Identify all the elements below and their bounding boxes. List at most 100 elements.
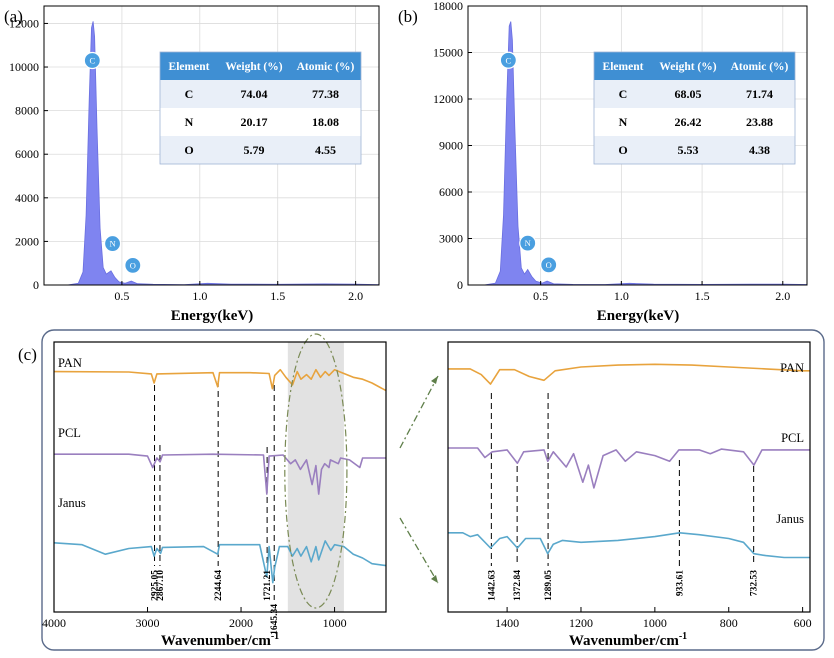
panel-c-full-series-labels: PAN PCL Janus bbox=[58, 356, 86, 510]
panel-c-zoom-frame bbox=[447, 341, 811, 613]
c1-series-janus-label: Janus bbox=[58, 496, 86, 510]
c2-peak-label: 732.53 bbox=[750, 570, 760, 596]
a-table-header-cell: Element bbox=[169, 61, 210, 73]
c2-series-pcl-line bbox=[448, 447, 810, 489]
c1-peak-label: 2925.05 bbox=[151, 570, 161, 601]
a-table-row-bg bbox=[160, 108, 361, 136]
panel-c-full-peak-lines bbox=[154, 381, 275, 600]
b-y-tick-label: 15000 bbox=[433, 46, 463, 60]
c2-peak-label: 1289.05 bbox=[544, 570, 554, 601]
c1-peak-label: 2867.10 bbox=[156, 570, 166, 601]
c1-x-tick-label: 1000 bbox=[323, 616, 347, 630]
panel-a-y-ticks: 0 2000 4000 6000 8000 10000 12000 bbox=[9, 16, 48, 292]
a-marker-c-text: C bbox=[89, 55, 95, 65]
b-marker-o-circle bbox=[540, 256, 558, 274]
c2-x-tick-label: 1400 bbox=[495, 616, 519, 630]
b-table-cell: 4.38 bbox=[749, 143, 770, 157]
zoom-arrow-upper-head bbox=[431, 376, 438, 384]
a-x-tick-label: 2.0 bbox=[348, 289, 363, 303]
panel-a-label: (a) bbox=[4, 7, 23, 26]
c2-x-tick-label: 1200 bbox=[569, 616, 593, 630]
zoom-arrow-upper bbox=[399, 375, 439, 449]
panel-c-zoom-ellipse bbox=[284, 333, 348, 609]
b-x-tick-label: 0.5 bbox=[533, 289, 548, 303]
panel-c-full-frame bbox=[53, 341, 387, 613]
b-y-tick-label: 3000 bbox=[439, 232, 463, 246]
c1-series-pan-line bbox=[53, 368, 387, 392]
b-table-cell: 68.05 bbox=[675, 87, 702, 101]
b-marker-n-text: N bbox=[525, 238, 531, 248]
c1-peak-label: 2244.64 bbox=[214, 570, 224, 601]
panel-a: (a) 0 2000 4000 6000 8000 10000 12000 0.5 1.0 1.… bbox=[4, 5, 380, 324]
a-y-tick-label: 0 bbox=[33, 278, 39, 292]
b-y-tick-label: 18000 bbox=[433, 0, 463, 13]
a-x-tick-label: 1.5 bbox=[270, 289, 285, 303]
a-marker-c-circle bbox=[83, 51, 101, 70]
c1-series-janus-line bbox=[53, 540, 387, 584]
a-y-tick-label: 2000 bbox=[15, 234, 39, 248]
panel-b-spectrum-area bbox=[484, 21, 808, 286]
a-x-tick-label: 0.5 bbox=[114, 289, 129, 303]
b-table-row-bg bbox=[594, 136, 795, 164]
b-y-tick-label: 0 bbox=[457, 278, 463, 292]
panel-c-zoom-peak-annotations: 1442.63 1372.84 1289.05 933.61 732.53 bbox=[487, 570, 759, 601]
a-table-row-bg bbox=[160, 80, 361, 108]
a-marker-n-text: N bbox=[109, 239, 115, 249]
a-table-row-bg bbox=[160, 136, 361, 164]
c1-x-tick-label: 4000 bbox=[42, 616, 66, 630]
b-table-border bbox=[593, 51, 796, 165]
a-table-cell: 18.08 bbox=[312, 115, 339, 129]
c2-series-pan-label: PAN bbox=[780, 361, 804, 375]
b-table-cell: O bbox=[618, 143, 627, 157]
c1-series-pcl-label: PCL bbox=[58, 426, 81, 440]
a-marker-o-text: O bbox=[130, 260, 136, 270]
panel-a-x-ticks: 0.5 1.0 1.5 2.0 bbox=[114, 281, 363, 303]
panel-c-zoom-series-labels: PAN PCL Janus bbox=[776, 361, 804, 526]
a-table-cell: 20.17 bbox=[241, 115, 268, 129]
panel-c-zoom-arrows bbox=[399, 375, 439, 584]
panel-c-full-x-title-main: Wavenumber/cm bbox=[161, 633, 271, 649]
a-table-cell: N bbox=[185, 115, 194, 129]
panel-c-full-x-axis-title: Wavenumber/cm-1 bbox=[161, 631, 279, 649]
a-table-cell: C bbox=[185, 87, 194, 101]
c1-series-pan-label: PAN bbox=[58, 356, 82, 370]
b-table-cell: 71.74 bbox=[746, 87, 773, 101]
c2-x-tick-label: 1000 bbox=[643, 616, 667, 630]
b-table-cell: N bbox=[619, 115, 628, 129]
b-table-header-cell: Atomic (%) bbox=[731, 61, 789, 73]
c2-series-janus-label: Janus bbox=[776, 512, 804, 526]
a-y-tick-label: 12000 bbox=[9, 16, 39, 30]
b-x-tick-label: 1.0 bbox=[614, 289, 629, 303]
b-y-tick-label: 6000 bbox=[439, 185, 463, 199]
panel-c-full-x-ticks: 4000 3000 2000 1000 bbox=[42, 607, 347, 630]
a-table-header-cell: Weight (%) bbox=[225, 61, 282, 73]
panel-c-full-series bbox=[53, 368, 387, 584]
b-y-tick-label: 12000 bbox=[433, 92, 463, 106]
a-y-tick-label: 8000 bbox=[15, 104, 39, 118]
b-marker-c-text: C bbox=[506, 55, 512, 65]
b-table-cell: C bbox=[619, 87, 628, 101]
panel-a-element-markers: C N O bbox=[83, 51, 142, 274]
a-table-border bbox=[159, 51, 362, 165]
a-x-tick-label: 1.0 bbox=[192, 289, 207, 303]
a-y-tick-label: 4000 bbox=[15, 191, 39, 205]
panel-a-composition-table: Element Weight (%) Atomic (%) C 74.04 77.38 N 2… bbox=[159, 51, 362, 165]
panel-a-spectrum-area bbox=[67, 21, 380, 286]
c2-peak-label: 933.61 bbox=[675, 570, 685, 596]
panel-c-zoom-x-axis-title: Wavenumber/cm-1 bbox=[569, 631, 687, 649]
b-marker-n-circle bbox=[519, 234, 537, 252]
c2-series-janus-line bbox=[448, 532, 810, 559]
c2-x-tick-label: 800 bbox=[720, 616, 738, 630]
panel-b-y-ticks: 0 3000 6000 9000 12000 15000 18000 bbox=[433, 0, 472, 292]
panel-c-full-spectrum: 4000 3000 2000 1000 PAN PCL Janus 2925.052867… bbox=[42, 333, 387, 649]
panel-a-x-axis-title: Energy(keV) bbox=[171, 308, 254, 324]
b-y-tick-label: 9000 bbox=[439, 139, 463, 153]
b-table-cell: 26.42 bbox=[675, 115, 702, 129]
c1-series-pcl-line bbox=[54, 453, 386, 495]
c1-peak-label: 1645.34 bbox=[270, 604, 280, 635]
panel-b-x-ticks: 0.5 1.0 1.5 2.0 bbox=[533, 281, 790, 303]
c1-peak-label: 1721.21 bbox=[263, 570, 273, 601]
c2-peak-label: 1372.84 bbox=[513, 570, 523, 601]
b-table-header-cell: Weight (%) bbox=[659, 61, 716, 73]
a-marker-n-circle bbox=[103, 234, 122, 253]
